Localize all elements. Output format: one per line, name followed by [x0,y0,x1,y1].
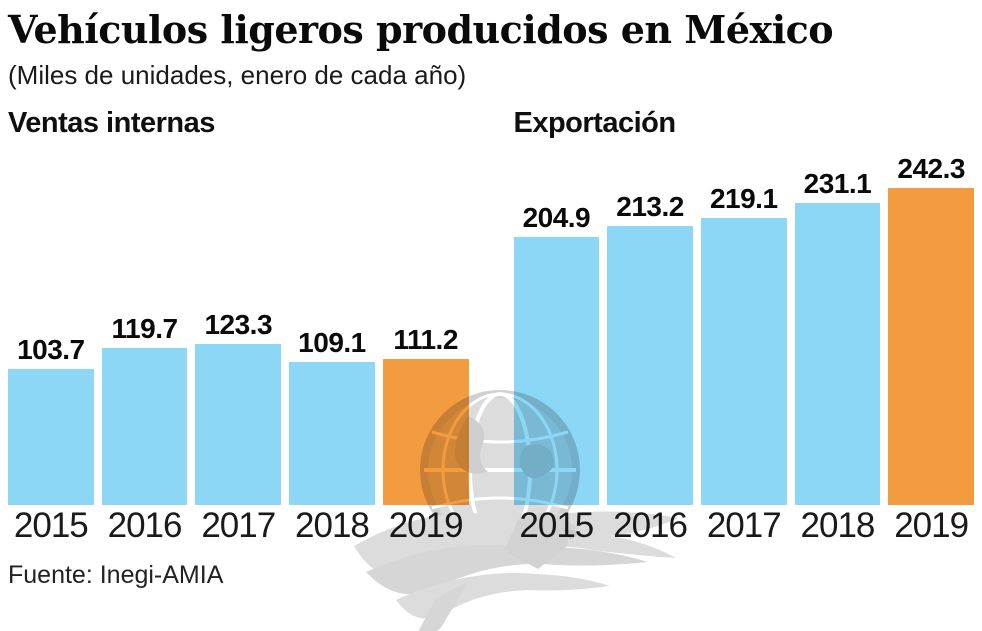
bar-column-2016: 213.2 [607,191,693,505]
bar-2015 [513,236,600,505]
bar-2019 [888,187,975,505]
x-axis-label-2016: 2016 [613,505,688,545]
bar-value-label: 103.7 [17,333,85,365]
bar-value-label: 213.2 [616,190,684,222]
bar-2018 [794,202,881,505]
page-subtitle: (Miles de unidades, enero de cada año) [8,59,467,90]
x-axis-ventas-internas: 2015 2016 2017 2018 2019 [8,505,469,546]
page-title: Vehículos ligeros producidos en México [8,7,834,52]
chart-exportacion: Exportación 204.9 213.2 219.1 231.1 242.3 20… [513,106,975,546]
bar-value-label: 204.9 [522,201,591,233]
chart-title-exportacion: Exportación [513,106,677,139]
chart-ventas-internas: Ventas internas 103.7 119.7 123.3 109.1 111.… [8,107,469,546]
bar-value-label: 119.7 [111,312,179,344]
bar-column-2015: 204.9 [513,201,600,505]
x-axis-label-2017: 2017 [201,505,276,545]
bar-column-2015: 103.7 [8,334,94,505]
plot-area-exportacion: 204.9 213.2 219.1 231.1 242.3 [513,149,975,505]
bar-2016 [101,347,188,505]
infographic: Vehículos ligeros producidos en México (… [8,7,975,590]
bar-column-2017: 123.3 [195,308,282,505]
x-axis-label-2015: 2015 [13,505,89,545]
source-note: Fuente: Inegi-AMIA [8,561,224,590]
x-axis-label-2017: 2017 [706,505,782,545]
chart-title-ventas-internas: Ventas internas [8,106,215,139]
bar-value-label: 123.3 [204,308,273,340]
bar-value-label: 109.1 [298,326,366,358]
bar-column-2016: 119.7 [101,312,188,505]
bar-value-label: 219.1 [709,182,778,214]
bar-2017 [700,217,787,505]
x-axis-label-2018: 2018 [800,505,876,545]
x-axis-label-2019: 2019 [894,505,969,545]
bar-column-2019: 242.3 [888,152,975,505]
bar-value-label: 242.3 [897,152,965,184]
bar-value-label: 231.1 [803,167,872,199]
bar-2017 [195,343,282,505]
bar-column-2019: 111.2 [382,323,469,505]
charts-row: Ventas internas 103.7 119.7 123.3 109.1 111.… [8,106,975,546]
x-axis-exportacion: 2015 2016 2017 2018 2019 [514,505,975,546]
plot-area-ventas-internas: 103.7 119.7 123.3 109.1 111.2 [8,149,469,505]
bar-column-2018: 109.1 [289,327,375,505]
x-axis-label-2016: 2016 [107,505,183,545]
bar-2018 [289,361,375,505]
bar-2016 [607,225,693,505]
x-axis-label-2015: 2015 [519,505,594,545]
x-axis-label-2019: 2019 [388,505,464,545]
bar-column-2018: 231.1 [794,167,881,505]
bar-2015 [8,368,94,505]
bar-2019 [382,358,469,505]
x-axis-label-2018: 2018 [295,505,370,545]
bar-column-2017: 219.1 [700,182,787,505]
bar-value-label: 111.2 [393,323,458,355]
